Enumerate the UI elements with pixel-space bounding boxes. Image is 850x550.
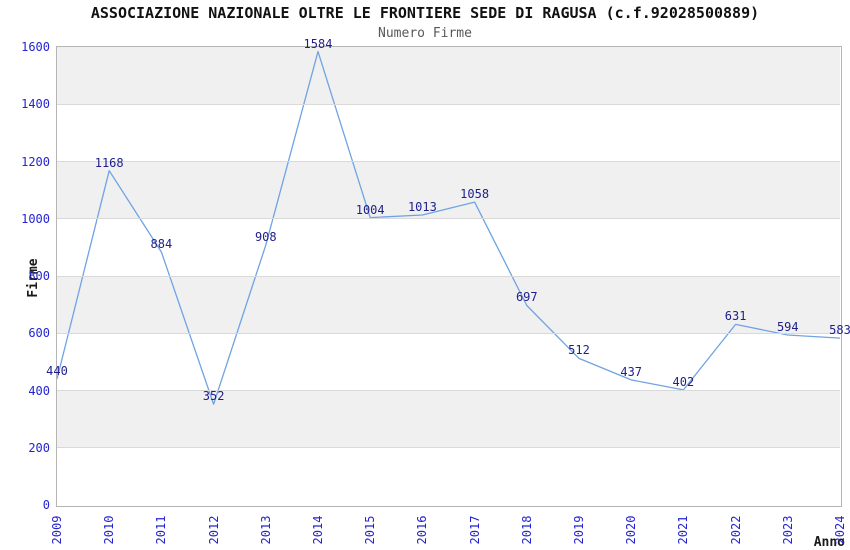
line-series-svg: [56, 50, 841, 405]
gridline-y1000: [57, 218, 840, 220]
x-tick-label-2018: 2018: [519, 515, 534, 545]
x-tick-label-2010: 2010: [102, 515, 117, 545]
x-tick-label-2009: 2009: [50, 515, 64, 545]
data-label-2015: 1004: [355, 202, 385, 217]
data-label-2019: 512: [568, 343, 590, 358]
y-tick-label: 400: [28, 383, 50, 398]
chart-subtitle: Numero Firme: [378, 26, 472, 41]
x-tick-label-2015: 2015: [363, 515, 378, 545]
firme-line-series: [56, 50, 841, 405]
data-label-2013: 908: [254, 230, 277, 245]
data-label-2024: 583: [829, 323, 850, 338]
gridline-y1400: [57, 103, 840, 105]
y-tick-label: 200: [28, 440, 50, 455]
x-tick-label-2022: 2022: [728, 515, 743, 545]
y-tick-label: 1400: [21, 97, 50, 112]
x-tick-label-2014: 2014: [311, 515, 325, 545]
data-label-2022: 631: [724, 309, 747, 324]
x-tick-label-2013: 2013: [258, 515, 273, 545]
gridline-y400: [57, 390, 840, 391]
x-tick-label-2016: 2016: [415, 515, 430, 545]
gridline-y200: [57, 447, 840, 449]
gridline-y800: [57, 275, 840, 277]
x-axis-label: Anno: [813, 535, 845, 550]
y-tick-label: 1200: [21, 154, 50, 169]
data-label-2016: 1013: [407, 200, 437, 215]
data-label-2021: 402: [672, 374, 695, 389]
gridline-y600: [57, 332, 840, 334]
data-label-2018: 697: [515, 290, 538, 305]
data-label-2023: 594: [776, 319, 799, 334]
y-tick-label: 600: [28, 326, 50, 341]
x-tick-label-2020: 2020: [624, 515, 639, 545]
data-label-2012: 352: [202, 389, 225, 404]
data-label-2011: 884: [150, 236, 173, 251]
gridline-y1200: [57, 161, 840, 162]
x-tick-label-2019: 2019: [572, 515, 586, 545]
plot-area: [56, 47, 841, 505]
y-tick-label: 0: [42, 498, 50, 512]
x-tick-label-2024: 2024: [833, 515, 847, 545]
x-tick-label-2012: 2012: [206, 515, 221, 545]
y-tick-label: 1000: [21, 211, 50, 226]
data-label-2014: 1584: [303, 36, 333, 51]
data-label-2010: 1168: [94, 155, 124, 170]
y-tick-label: 800: [28, 269, 50, 283]
x-tick-label-2011: 2011: [154, 515, 169, 545]
y-tick-label: 1600: [21, 40, 50, 54]
x-tick-label-2021: 2021: [676, 515, 691, 545]
data-label-2017: 1058: [460, 187, 490, 202]
data-label-2020: 437: [620, 364, 643, 379]
x-tick-label-2017: 2017: [467, 515, 482, 545]
chart-title: ASSOCIAZIONE NAZIONALE OLTRE LE FRONTIER…: [90, 4, 760, 22]
x-tick-label-2023: 2023: [780, 515, 795, 545]
data-label-2009: 440: [46, 364, 68, 379]
